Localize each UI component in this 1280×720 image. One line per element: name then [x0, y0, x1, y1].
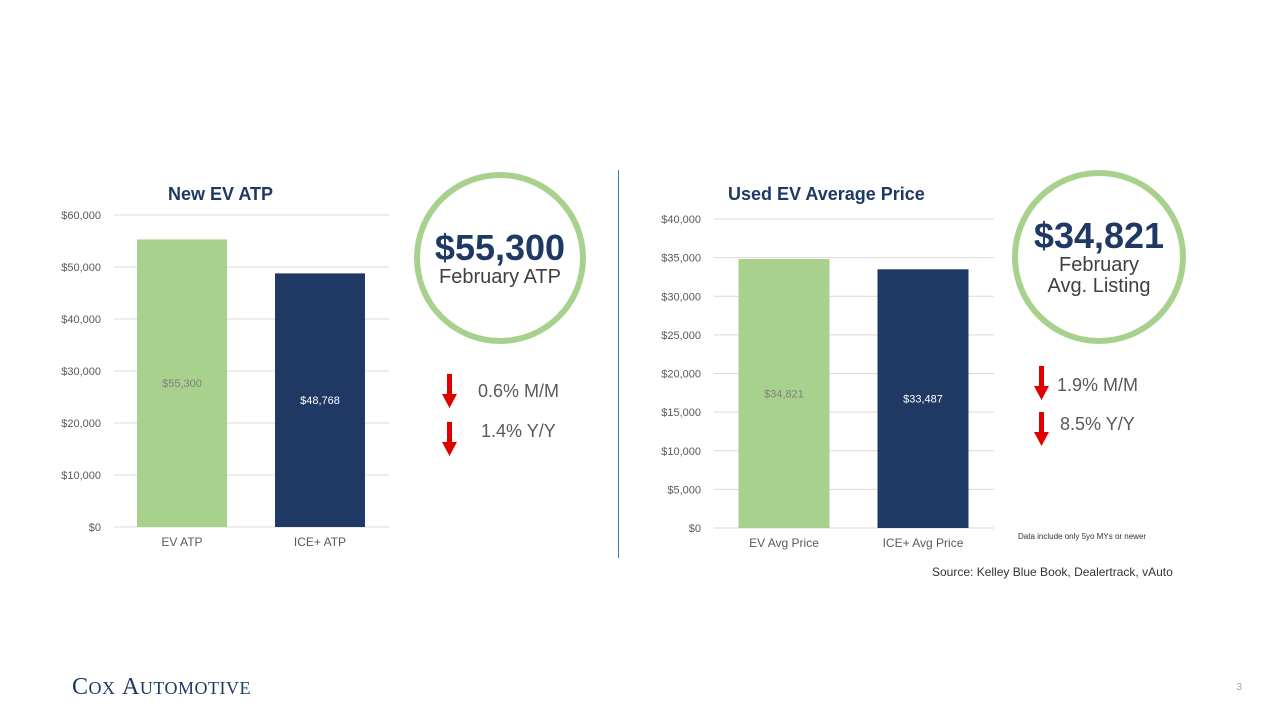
logo-utomotive: UTOMOTIVE	[139, 678, 252, 698]
x-tick-label: EV ATP	[161, 535, 202, 549]
new-ev-atp-label: February ATP	[439, 265, 561, 288]
down-arrow-icon	[442, 422, 457, 456]
x-tick-label: ICE+ Avg Price	[883, 536, 964, 550]
y-tick-label: $20,000	[61, 418, 101, 430]
used-ev-price-label-2: Avg. Listing	[1047, 275, 1151, 297]
x-tick-label: ICE+ ATP	[294, 535, 346, 549]
bar-ice-avg-price	[877, 269, 969, 528]
bar-ev-atp	[137, 239, 227, 527]
cox-automotive-logo: COX AUTOMOTIVE	[72, 674, 251, 701]
source-text: Source: Kelley Blue Book, Dealertrack, v…	[932, 565, 1173, 579]
new-ev-atp-chart: $0 $10,000 $20,000 $30,000 $40,000 $50,000 $60…	[61, 210, 389, 549]
chart-title-new-ev-atp: New EV ATP	[168, 184, 274, 204]
y-tick-label: $15,000	[661, 407, 701, 419]
used-ev-price-value: $34,821	[1033, 215, 1165, 256]
page-number: 3	[1236, 682, 1242, 693]
y-tick-label: $50,000	[61, 262, 101, 274]
used-ev-price-label-1: February	[1058, 254, 1140, 276]
down-arrow-icon	[1034, 366, 1049, 400]
y-tick-label: $35,000	[661, 253, 701, 265]
new-ev-atp-value: $55,300	[434, 226, 566, 268]
y-tick-label: $25,000	[661, 330, 701, 342]
section-divider	[618, 170, 619, 558]
y-tick-label: $0	[89, 522, 101, 534]
data-label: $55,300	[162, 378, 202, 390]
used-ev-price-chart: $0 $5,000 $10,000 $15,000 $20,000 $25,000 $30,…	[661, 214, 994, 550]
data-footnote: Data include only 5yo MYs or newer	[1018, 532, 1147, 541]
new-ev-mom: 0.6% M/M	[478, 381, 560, 401]
down-arrow-icon	[1034, 412, 1049, 446]
y-tick-label: $60,000	[61, 210, 101, 222]
down-arrow-icon	[442, 374, 457, 408]
logo-c: C	[72, 674, 89, 700]
used-ev-mom: 1.9% M/M	[1057, 375, 1139, 395]
y-tick-label: $40,000	[61, 314, 101, 326]
y-tick-label: $10,000	[61, 470, 101, 482]
used-ev-yoy: 8.5% Y/Y	[1060, 414, 1135, 434]
logo-a: A	[122, 674, 140, 700]
data-label: $48,768	[300, 395, 340, 407]
y-tick-label: $30,000	[61, 366, 101, 378]
y-tick-label: $40,000	[661, 214, 701, 226]
new-ev-atp-circle: $55,300 February ATP	[414, 172, 586, 344]
new-ev-yoy: 1.4% Y/Y	[481, 421, 556, 441]
y-tick-label: $10,000	[661, 446, 701, 458]
bar-ice-atp	[275, 273, 365, 527]
data-label: $33,487	[903, 394, 943, 406]
chart-title-used-ev-price: Used EV Average Price	[728, 184, 925, 204]
y-tick-label: $5,000	[667, 484, 701, 496]
y-tick-label: $20,000	[661, 369, 701, 381]
y-tick-label: $0	[689, 523, 701, 535]
data-label: $34,821	[764, 389, 804, 401]
used-ev-price-circle: $34,821 February Avg. Listing	[1012, 170, 1186, 344]
bar-ev-avg-price	[738, 259, 830, 528]
logo-ox: OX	[88, 678, 116, 698]
y-tick-label: $30,000	[661, 291, 701, 303]
x-tick-label: EV Avg Price	[749, 536, 819, 550]
